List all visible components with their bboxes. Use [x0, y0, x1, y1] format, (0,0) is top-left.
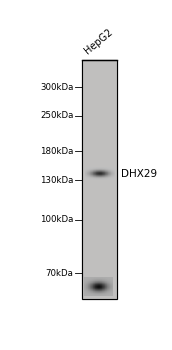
Text: HepG2: HepG2 [83, 27, 115, 56]
Text: 250kDa: 250kDa [40, 111, 73, 120]
Text: 70kDa: 70kDa [46, 269, 73, 278]
Bar [82, 60, 117, 299]
Text: 130kDa: 130kDa [40, 176, 73, 185]
Text: 100kDa: 100kDa [40, 215, 73, 224]
Text: 300kDa: 300kDa [40, 83, 73, 92]
Text: 180kDa: 180kDa [40, 147, 73, 156]
Bar [82, 60, 117, 299]
Text: DHX29: DHX29 [121, 168, 157, 178]
